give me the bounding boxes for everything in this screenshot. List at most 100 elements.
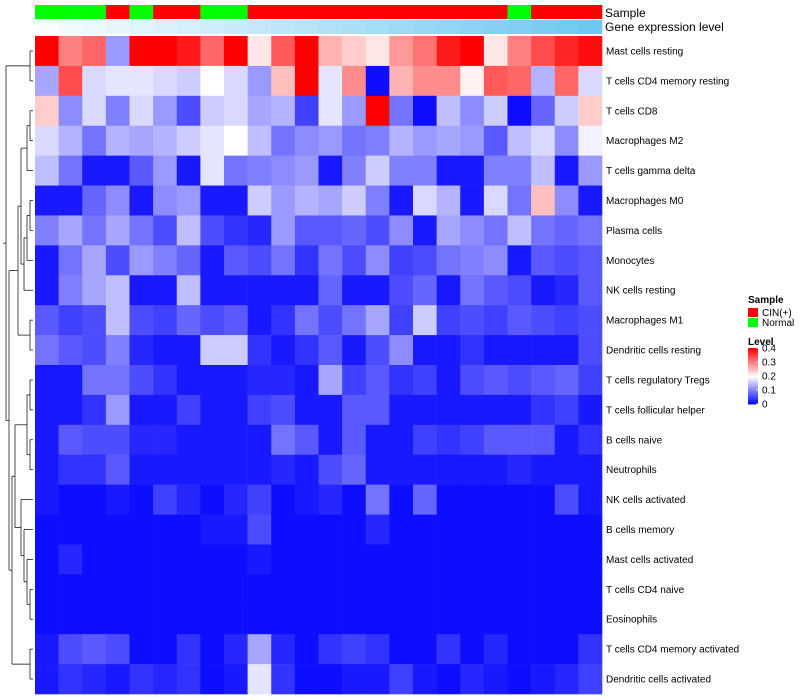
heatmap-cell <box>58 454 83 485</box>
heatmap-cell <box>318 335 343 366</box>
heatmap-cell <box>342 424 367 456</box>
heatmap-cell <box>200 215 225 246</box>
heatmap-cell <box>531 634 556 665</box>
heatmap-cell <box>294 664 319 695</box>
heatmap-cell <box>413 215 437 246</box>
heatmap-cell <box>389 544 414 575</box>
heatmap-cell <box>413 305 437 336</box>
heatmap-cell <box>318 245 343 276</box>
heatmap-cell <box>35 365 59 396</box>
heatmap-cell <box>507 484 532 515</box>
heatmap-cell <box>436 95 461 127</box>
level-legend-gradient-step <box>748 349 758 352</box>
heatmap-cell <box>294 514 319 545</box>
sample-annotation-cell <box>531 5 556 19</box>
heatmap-cell <box>271 664 296 695</box>
level-legend-gradient-step <box>748 359 758 362</box>
heatmap-cell <box>507 454 532 485</box>
heatmap-cell <box>389 365 414 396</box>
gene-level-annotation-cell <box>578 20 603 34</box>
level-legend-tick-label: 0.2 <box>762 372 776 383</box>
heatmap-cell <box>389 215 414 246</box>
heatmap-cell <box>271 634 296 665</box>
heatmap-cell <box>531 365 556 396</box>
heatmap-cell <box>342 544 367 575</box>
heatmap-cell <box>460 424 485 456</box>
heatmap-cell <box>176 544 201 575</box>
heatmap-cell <box>436 36 461 67</box>
heatmap-cell <box>105 365 130 396</box>
level-legend-gradient-step <box>748 391 758 394</box>
heatmap-cell <box>58 634 83 665</box>
level-legend-tick-label: 0.3 <box>762 358 776 369</box>
heatmap-cell <box>224 65 248 97</box>
heatmap-cell <box>247 544 272 575</box>
heatmap-cell <box>35 634 59 665</box>
heatmap-cell <box>554 185 579 216</box>
heatmap-cell <box>460 245 485 276</box>
heatmap-cell <box>271 514 296 545</box>
heatmap-cell <box>247 424 272 456</box>
heatmap-cell <box>176 36 201 67</box>
row-label: T cells gamma delta <box>606 166 696 177</box>
heatmap-cell <box>200 305 225 336</box>
sample-annotation-cell <box>578 5 603 19</box>
heatmap-cell <box>413 36 437 67</box>
heatmap-cell <box>35 484 59 515</box>
sample-annotation-cell <box>413 5 437 19</box>
heatmap-cell <box>35 544 59 575</box>
heatmap-cell <box>200 664 225 695</box>
row-label: Mast cells activated <box>606 555 693 566</box>
heatmap-cell <box>105 275 130 306</box>
heatmap-cell <box>483 245 508 276</box>
heatmap-cell <box>365 484 390 515</box>
gene-level-annotation-cell <box>389 20 414 34</box>
heatmap-cell <box>342 394 367 426</box>
level-legend-gradient-step <box>748 392 758 395</box>
heatmap-cell <box>531 125 556 156</box>
heatmap-cell <box>82 664 107 695</box>
heatmap-cell <box>483 484 508 515</box>
heatmap-cell <box>153 365 178 396</box>
heatmap-cell <box>200 245 225 276</box>
heatmap-cell <box>389 36 414 67</box>
heatmap-cell <box>82 544 107 575</box>
level-legend-tick-label: 0.4 <box>762 344 776 355</box>
heatmap-cell <box>365 544 390 575</box>
heatmap-cell <box>82 394 107 426</box>
sample-annotation-cell <box>342 5 367 19</box>
heatmap-cell <box>578 454 603 485</box>
heatmap-cell <box>365 125 390 156</box>
heatmap-cell <box>507 424 532 456</box>
heatmap-cell <box>483 95 508 127</box>
heatmap-cell <box>129 155 154 186</box>
heatmap-cell <box>578 634 603 665</box>
heatmap-cell <box>436 335 461 366</box>
heatmap-cell <box>153 604 178 635</box>
level-legend-gradient-step <box>748 384 758 387</box>
heatmap-cell <box>413 335 437 366</box>
sample-annotation-cell <box>105 5 130 19</box>
gene-level-annotation-cell <box>247 20 272 34</box>
row-label: NK cells resting <box>606 286 675 297</box>
sample-annotation-cell <box>294 5 319 19</box>
heatmap-cell <box>389 604 414 635</box>
heatmap-cell <box>129 95 154 127</box>
heatmap-cell <box>35 604 59 635</box>
heatmap-cell <box>58 514 83 545</box>
gene-level-annotation-cell <box>342 20 367 34</box>
heatmap-cell <box>294 394 319 426</box>
sample-annotation-cell <box>82 5 107 19</box>
heatmap-cell <box>365 215 390 246</box>
heatmap-cell <box>58 275 83 306</box>
heatmap-cell <box>153 394 178 426</box>
heatmap-cell <box>82 215 107 246</box>
heatmap-cell <box>224 394 248 426</box>
heatmap-cell <box>460 335 485 366</box>
heatmap-cell <box>294 305 319 336</box>
heatmap-cell <box>460 275 485 306</box>
heatmap-cell <box>578 95 603 127</box>
row-label: Macrophages M0 <box>606 196 684 207</box>
heatmap-cell <box>247 454 272 485</box>
heatmap-cell <box>483 305 508 336</box>
